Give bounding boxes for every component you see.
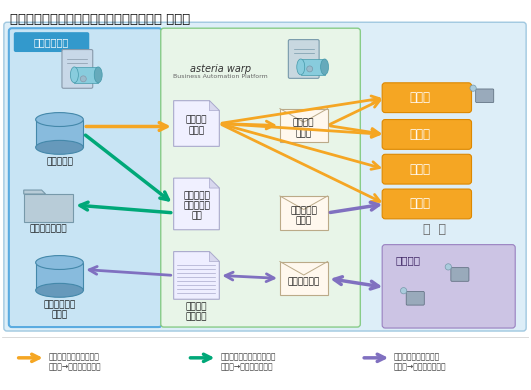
Text: 現時点での
発注データ
作成: 現時点での 発注データ 作成 xyxy=(183,191,210,221)
Bar xyxy=(280,109,328,142)
Text: メールの
採番管理: メールの 採番管理 xyxy=(186,302,207,322)
Text: 内部システム: 内部システム xyxy=(34,37,69,47)
Text: 生活協同組合連合会コープきんき事業連合 構成図: 生活協同組合連合会コープきんき事業連合 構成図 xyxy=(10,13,190,26)
Ellipse shape xyxy=(307,66,313,72)
Ellipse shape xyxy=(400,287,407,294)
FancyBboxPatch shape xyxy=(476,89,494,103)
Ellipse shape xyxy=(470,85,476,91)
FancyBboxPatch shape xyxy=(382,154,472,184)
FancyBboxPatch shape xyxy=(62,50,93,88)
Text: 取引先: 取引先 xyxy=(410,197,431,211)
FancyBboxPatch shape xyxy=(288,40,319,78)
Text: 取引先: 取引先 xyxy=(410,163,431,176)
FancyBboxPatch shape xyxy=(382,245,515,328)
Ellipse shape xyxy=(36,140,83,154)
Ellipse shape xyxy=(80,76,86,82)
FancyBboxPatch shape xyxy=(161,28,361,327)
Text: 社内確認用発注データ作成
（社内→社内への処理）: 社内確認用発注データ作成 （社内→社内への処理） xyxy=(220,352,276,371)
Polygon shape xyxy=(24,190,46,194)
Ellipse shape xyxy=(321,59,329,75)
Text: アバウトお知らせメール
（社内→社外への処理）: アバウトお知らせメール （社内→社外への処理） xyxy=(48,352,101,371)
Ellipse shape xyxy=(297,59,305,75)
Text: 照合せ対応
メール: 照合せ対応 メール xyxy=(290,206,317,225)
Text: 発注予定
メール: 発注予定 メール xyxy=(293,119,314,138)
Text: ・  ・: ・ ・ xyxy=(423,223,446,236)
Text: 取引先: 取引先 xyxy=(410,128,431,141)
FancyBboxPatch shape xyxy=(14,32,89,52)
FancyBboxPatch shape xyxy=(406,291,424,305)
Text: 発注データ: 発注データ xyxy=(46,157,73,166)
Bar xyxy=(74,67,98,83)
Text: 発注予定
データ: 発注予定 データ xyxy=(186,116,207,135)
Bar xyxy=(36,120,83,147)
Text: Business Automation Platform: Business Automation Platform xyxy=(173,74,268,79)
FancyBboxPatch shape xyxy=(9,28,162,327)
Text: 苦情・問い合わせ処理
（社外→社内への処理）: 苦情・問い合わせ処理 （社外→社内への処理） xyxy=(394,352,447,371)
FancyBboxPatch shape xyxy=(382,83,472,113)
Polygon shape xyxy=(174,252,219,299)
FancyBboxPatch shape xyxy=(382,189,472,219)
Text: 苦情・問合せ
データ: 苦情・問合せ データ xyxy=(44,300,75,320)
Bar xyxy=(24,194,73,222)
Ellipse shape xyxy=(445,264,451,270)
Bar xyxy=(280,262,328,295)
Bar xyxy=(280,196,328,230)
Ellipse shape xyxy=(36,284,83,297)
Polygon shape xyxy=(209,178,219,188)
Text: asteria warp: asteria warp xyxy=(190,64,251,74)
Polygon shape xyxy=(174,101,219,146)
Polygon shape xyxy=(209,101,219,111)
Text: 問合せメール: 問合せメール xyxy=(288,277,320,286)
Ellipse shape xyxy=(71,67,79,83)
Ellipse shape xyxy=(36,113,83,126)
FancyBboxPatch shape xyxy=(4,22,526,331)
Ellipse shape xyxy=(94,67,102,83)
Text: 作業用フォルダ: 作業用フォルダ xyxy=(30,225,67,234)
Polygon shape xyxy=(209,252,219,262)
Bar xyxy=(301,59,324,75)
Polygon shape xyxy=(174,178,219,230)
Bar xyxy=(36,262,83,290)
FancyBboxPatch shape xyxy=(382,120,472,149)
Text: 取引先: 取引先 xyxy=(410,91,431,104)
Text: 会員生協: 会員生協 xyxy=(395,255,420,266)
Ellipse shape xyxy=(36,255,83,269)
FancyBboxPatch shape xyxy=(451,268,469,281)
